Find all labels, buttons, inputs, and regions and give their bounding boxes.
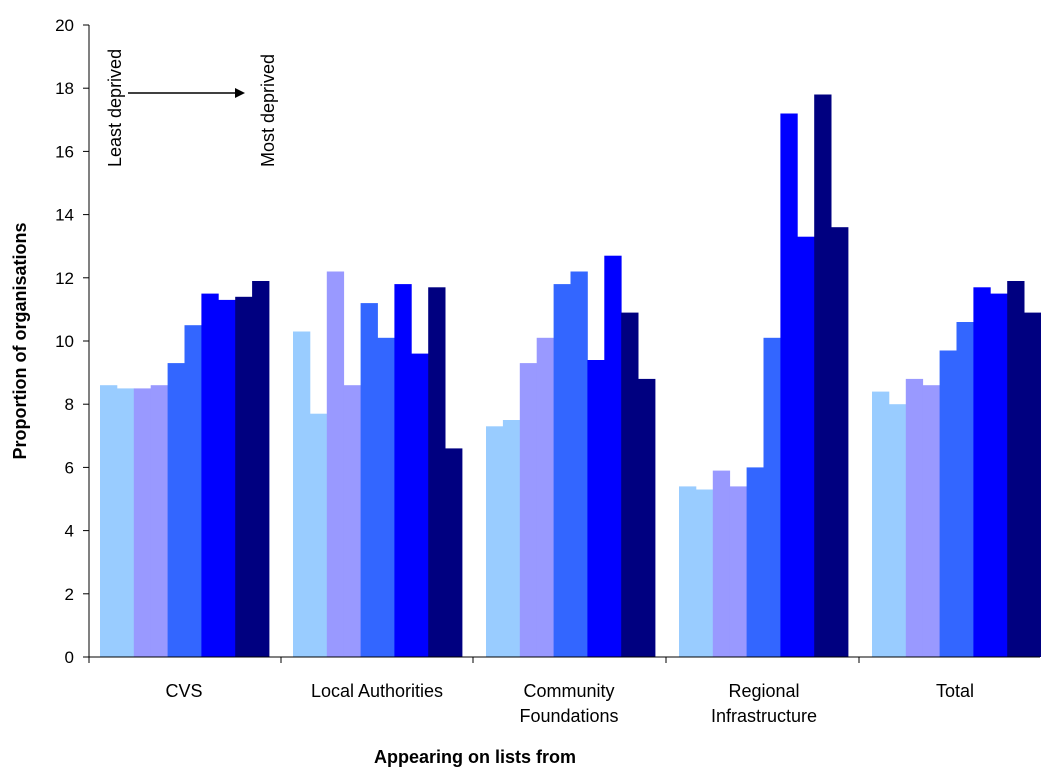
bar	[814, 94, 832, 657]
bar	[763, 337, 781, 657]
x-category-label: Regional	[728, 681, 799, 701]
bar	[621, 312, 639, 657]
y-tick-label: 10	[55, 332, 74, 351]
labels-layer: 0 2 4 6 8 10 12 14 16 18 20 CVS Local Authorities Com…	[55, 16, 974, 726]
bar	[184, 325, 202, 657]
bar	[905, 378, 924, 657]
bar	[888, 404, 907, 657]
bar	[201, 293, 219, 657]
bar	[394, 284, 412, 657]
bar	[116, 388, 135, 657]
bar	[746, 467, 764, 657]
bars-layer	[100, 94, 1041, 657]
bar	[252, 281, 270, 657]
axes-layer	[83, 24, 1040, 663]
bar	[445, 448, 463, 657]
bar	[638, 378, 656, 657]
bar	[360, 303, 378, 657]
bar	[939, 350, 957, 657]
bar	[486, 426, 504, 657]
bar	[956, 322, 974, 657]
y-tick-label: 16	[55, 142, 74, 161]
bar	[343, 385, 361, 657]
bar	[797, 236, 815, 657]
x-axis-title: Appearing on lists from	[374, 747, 576, 767]
x-category-label: CVS	[165, 681, 202, 701]
bar	[1007, 281, 1025, 657]
y-axis-title: Proportion of organisations	[10, 223, 30, 460]
x-category-label: Foundations	[519, 706, 618, 726]
bar	[411, 353, 429, 657]
bar	[729, 486, 747, 657]
bar	[536, 337, 554, 657]
bar	[679, 486, 697, 657]
y-tick-label: 14	[55, 206, 74, 225]
bar	[712, 470, 731, 657]
bar	[377, 337, 395, 657]
bar	[167, 363, 185, 657]
annotation-least-deprived: Least deprived	[105, 49, 125, 167]
x-category-label: Local Authorities	[311, 681, 443, 701]
x-category-label: Community	[523, 681, 614, 701]
y-tick-label: 8	[65, 395, 74, 414]
bar	[1024, 312, 1041, 657]
y-tick-label: 6	[65, 458, 74, 477]
bar	[235, 296, 253, 657]
x-category-label: Total	[936, 681, 974, 701]
bar	[309, 413, 328, 657]
bar	[780, 113, 798, 657]
bar	[990, 293, 1008, 657]
deprivation-arrow-head	[235, 88, 245, 98]
bar	[502, 420, 521, 657]
bar	[872, 391, 890, 657]
bar	[553, 284, 571, 657]
y-tick-label: 0	[65, 648, 74, 667]
bar	[326, 271, 345, 657]
y-tick-label: 4	[65, 522, 74, 541]
y-tick-label: 2	[65, 585, 74, 604]
bar	[587, 360, 605, 657]
x-category-label: Infrastructure	[711, 706, 817, 726]
y-tick-label: 12	[55, 269, 74, 288]
bar	[218, 299, 236, 657]
bar	[973, 287, 991, 657]
bar	[100, 385, 118, 657]
bar	[604, 255, 622, 657]
bar	[293, 331, 311, 657]
bar	[922, 385, 940, 657]
bar	[695, 489, 714, 657]
bar	[428, 287, 446, 657]
y-tick-label: 18	[55, 79, 74, 98]
bar	[570, 271, 588, 657]
bar	[519, 363, 538, 657]
bar	[150, 385, 168, 657]
bar	[831, 227, 849, 657]
annotation-most-deprived: Most deprived	[258, 54, 278, 167]
bar	[133, 388, 152, 657]
y-tick-label: 20	[55, 16, 74, 35]
